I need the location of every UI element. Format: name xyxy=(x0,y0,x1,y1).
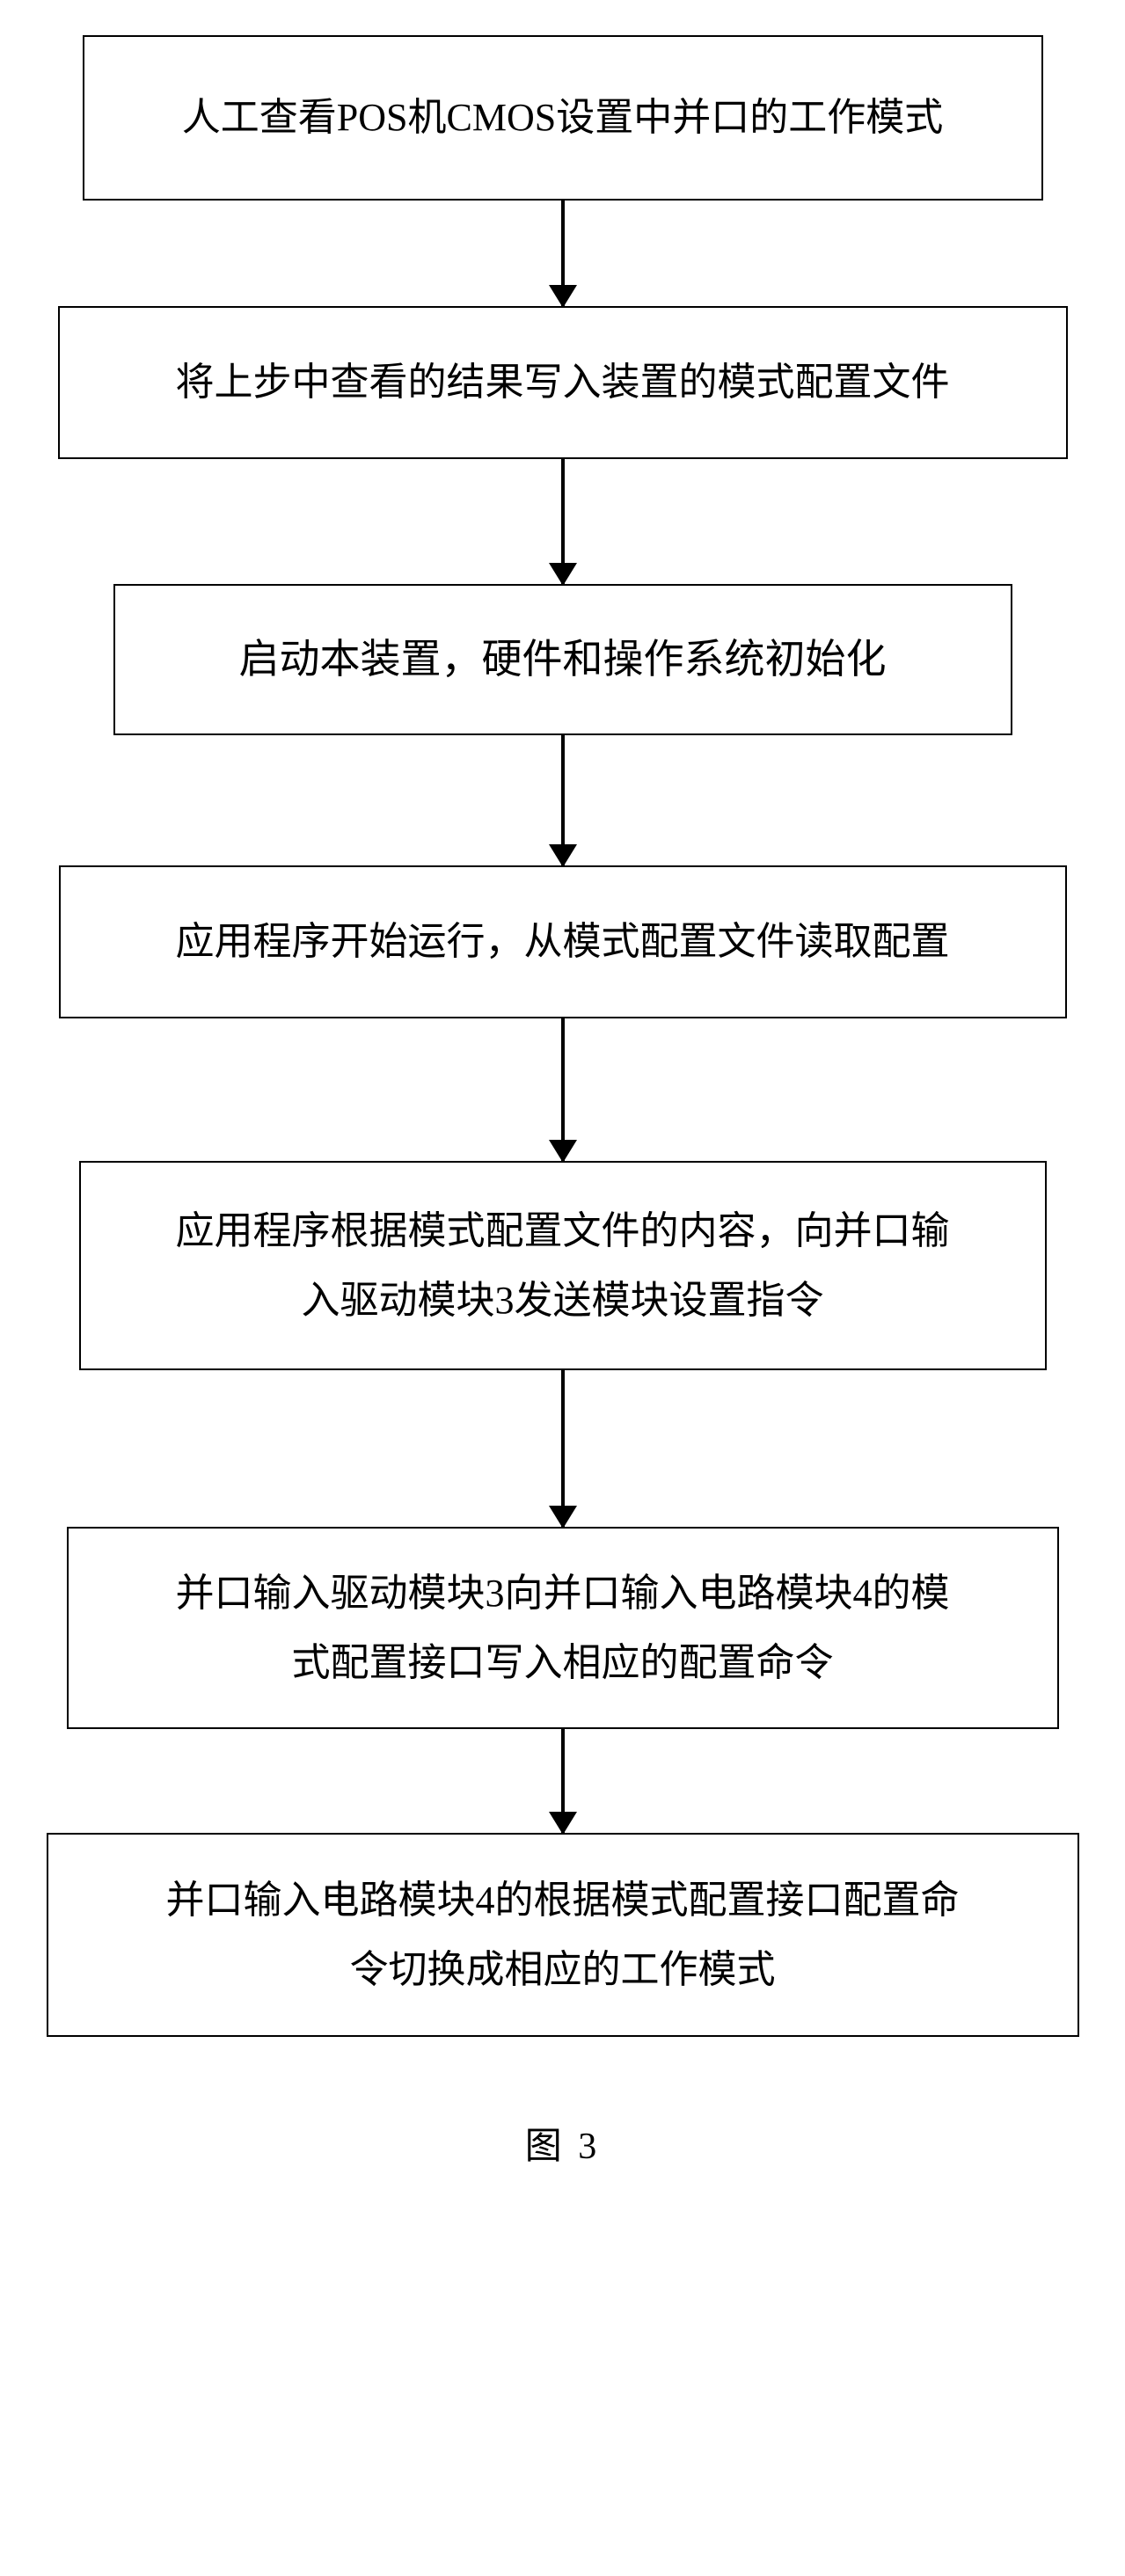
figure-caption: 图 3 xyxy=(0,2116,1125,2170)
flow-step: 启动本装置，硬件和操作系统初始化 xyxy=(113,584,1012,735)
flowchart: 人工查看POS机CMOS设置中并口的工作模式将上步中查看的结果写入装置的模式配置… xyxy=(0,35,1125,2037)
flow-step-text: 应用程序根据模式配置文件的内容，向并口输 入驱动模块3发送模块设置指令 xyxy=(176,1196,950,1335)
flow-step-text: 应用程序开始运行，从模式配置文件读取配置 xyxy=(176,907,950,976)
flow-arrow xyxy=(561,1370,565,1527)
flow-step: 人工查看POS机CMOS设置中并口的工作模式 xyxy=(83,35,1043,201)
flow-arrow xyxy=(561,201,565,306)
flow-arrow xyxy=(561,735,565,865)
page: 人工查看POS机CMOS设置中并口的工作模式将上步中查看的结果写入装置的模式配置… xyxy=(0,0,1125,2222)
flow-step: 应用程序开始运行，从模式配置文件读取配置 xyxy=(59,865,1067,1018)
flow-arrow xyxy=(561,1729,565,1833)
flow-step: 并口输入电路模块4的根据模式配置接口配置命 令切换成相应的工作模式 xyxy=(47,1833,1079,2037)
flow-step-text: 将上步中查看的结果写入装置的模式配置文件 xyxy=(176,347,950,417)
flow-step: 并口输入驱动模块3向并口输入电路模块4的模 式配置接口写入相应的配置命令 xyxy=(67,1527,1059,1729)
flow-arrow xyxy=(561,459,565,584)
flow-step: 应用程序根据模式配置文件的内容，向并口输 入驱动模块3发送模块设置指令 xyxy=(79,1161,1047,1370)
flow-step-text: 启动本装置，硬件和操作系统初始化 xyxy=(239,624,887,697)
flow-step-text: 并口输入驱动模块3向并口输入电路模块4的模 式配置接口写入相应的配置命令 xyxy=(176,1558,950,1697)
flow-step: 将上步中查看的结果写入装置的模式配置文件 xyxy=(58,306,1068,459)
flow-arrow xyxy=(561,1018,565,1161)
flow-step-text: 并口输入电路模块4的根据模式配置接口配置命 令切换成相应的工作模式 xyxy=(166,1865,960,2004)
flow-step-text: 人工查看POS机CMOS设置中并口的工作模式 xyxy=(182,83,943,152)
